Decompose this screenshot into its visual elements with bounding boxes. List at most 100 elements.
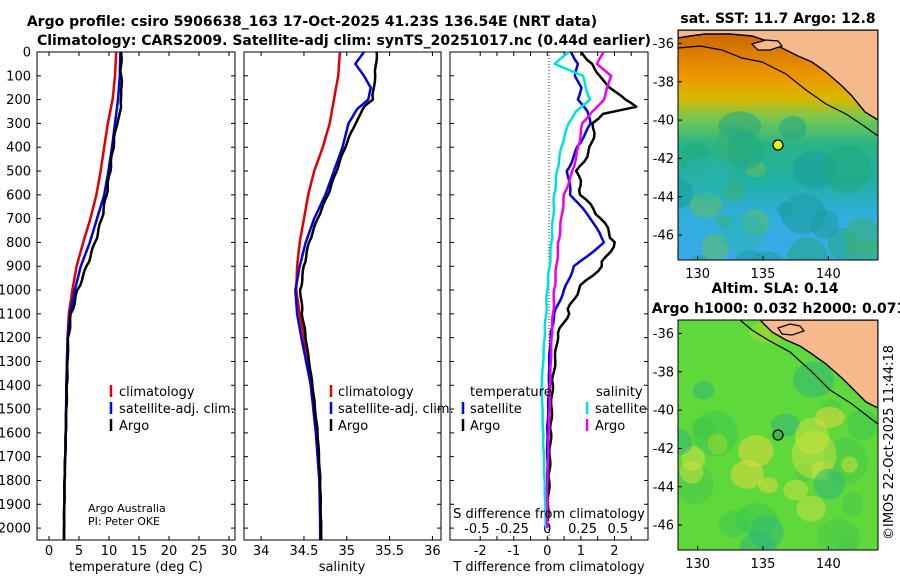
- field-patch: [844, 217, 878, 255]
- field-patch: [813, 468, 845, 500]
- field-patch: [823, 145, 871, 194]
- legend-label-s-argo: Argo: [595, 419, 625, 434]
- credit-line1: Argo Australia: [88, 502, 166, 515]
- sla-map: Altim. SLA: 0.14 Argo h1000: 0.032 h2000…: [652, 281, 900, 572]
- depth-tick-label: 1000: [0, 284, 31, 299]
- depth-tick-label: 1900: [0, 498, 31, 513]
- depth-tick-label: 1300: [0, 355, 31, 370]
- map-lat-tick-label: -42: [653, 442, 674, 457]
- s-difference-tick-label: 0: [543, 522, 551, 537]
- sla-map-axes: 130 135 140 -36 -38 -40 -42 -44 -46: [653, 327, 841, 572]
- series-line-satellite-adj-clim-: [62, 51, 122, 540]
- difference-panel: -2 -1 0 1 2 -0.5 -0.25 0 0.25 0.5 T difference f…: [449, 51, 649, 575]
- legend-label-climatology: climatology: [338, 385, 414, 400]
- sst-map-title: sat. SST: 11.7 Argo: 12.8: [680, 11, 875, 27]
- depth-tick-label: 0: [23, 46, 31, 61]
- t-difference-tick-label: 0: [543, 544, 551, 559]
- map-lat-tick-label: -42: [653, 152, 674, 167]
- temperature-tick-label: 15: [131, 544, 148, 559]
- difference-series: [540, 51, 638, 529]
- t-difference-tick-label: 1: [577, 544, 585, 559]
- salinity-tick-label: 34: [253, 544, 270, 559]
- field-patch: [679, 460, 704, 484]
- map-lon-tick-label: 135: [751, 267, 776, 282]
- legend-label-t-satellite: satellite: [470, 402, 522, 417]
- depth-tick-label: 1500: [0, 403, 31, 418]
- shelf-contour: [739, 320, 878, 425]
- legend-title-temperature: temperature: [470, 385, 552, 400]
- field-patch: [721, 213, 766, 252]
- field-patch: [814, 406, 845, 428]
- figure-title-line1: Argo profile: csiro 5906638_163 17-Oct-2…: [27, 14, 597, 30]
- field-patch: [841, 492, 863, 518]
- sst-map: sat. SST: 11.7 Argo: 12.8 130 1: [653, 11, 879, 282]
- map-lat-tick-label: -44: [653, 480, 674, 495]
- s-difference-tick-label: 0.25: [568, 522, 597, 537]
- salinity-tick-label: 35.5: [375, 544, 404, 559]
- field-patch: [749, 322, 772, 343]
- temperature-x-axis: 0 5 10 15 20 25 30: [45, 52, 237, 559]
- map-lon-tick-label: 140: [816, 267, 841, 282]
- legend-label-argo: Argo: [119, 419, 149, 434]
- salinity-panel: 34 34.5 35 35.5 36 salinity climatology sate…: [243, 51, 454, 575]
- figure-title-line2: Climatology: CARS2009. Satellite-adj cli…: [37, 33, 651, 49]
- temperature-tick-label: 30: [221, 544, 238, 559]
- field-patch: [678, 178, 694, 209]
- depth-tick-label: 100: [6, 69, 31, 84]
- field-patch: [810, 209, 839, 239]
- field-patch: [692, 381, 715, 400]
- s-difference-xlabel: S difference from climatology: [453, 507, 645, 522]
- shelf-contour: [678, 45, 878, 137]
- series-line-s-satellite: [540, 51, 592, 529]
- temperature-xlabel: temperature (deg C): [69, 560, 203, 575]
- s-difference-tick-label: -0.25: [495, 522, 529, 537]
- sst-map-frame: [677, 29, 879, 261]
- series-line-argo: [298, 51, 379, 541]
- temperature-panel: 0100200300400500600700800900100011001200…: [0, 46, 237, 576]
- field-patch: [792, 361, 835, 398]
- sst-field-variability: [678, 111, 878, 260]
- depth-tick-label: 300: [6, 117, 31, 132]
- depth-tick-label: 500: [6, 165, 31, 180]
- depth-tick-label: 1800: [0, 474, 31, 489]
- field-patch: [719, 510, 749, 538]
- difference-legend: temperature salinity satellite Argo sate…: [461, 385, 647, 434]
- depth-tick-label: 1400: [0, 379, 31, 394]
- depth-tick-label: 700: [6, 212, 31, 227]
- field-patch: [730, 460, 764, 489]
- field-patch: [707, 433, 728, 455]
- salinity-x-axis: 34 34.5 35 35.5 36: [253, 52, 441, 559]
- s-difference-tick-label: -0.5: [464, 522, 489, 537]
- map-lat-tick-label: -36: [653, 37, 674, 52]
- series-line-satellite-adj-clim-: [294, 51, 373, 540]
- t-difference-x-axis: -2 -1 0 1 2: [474, 52, 632, 559]
- map-lon-tick-label: 140: [816, 557, 841, 572]
- map-lon-tick-label: 135: [751, 557, 776, 572]
- depth-tick-label: 1700: [0, 450, 31, 465]
- field-patch: [689, 254, 708, 260]
- field-patch: [795, 417, 829, 455]
- t-difference-xlabel: T difference from climatology: [452, 560, 645, 575]
- depth-tick-label: 400: [6, 141, 31, 156]
- legend-label-argo: Argo: [338, 419, 368, 434]
- field-patch: [841, 456, 858, 473]
- salinity-series: [294, 51, 379, 541]
- depth-tick-label: 900: [6, 260, 31, 275]
- temperature-tick-label: 10: [101, 544, 118, 559]
- salinity-axes-frame: [243, 51, 442, 541]
- salinity-tick-label: 36: [424, 544, 441, 559]
- series-line-t-satellite: [545, 51, 606, 529]
- legend-label-s-satellite: satellite: [595, 402, 647, 417]
- depth-tick-label: 1100: [0, 307, 31, 322]
- field-patch: [779, 115, 807, 141]
- temperature-series: [62, 51, 124, 541]
- series-line-s-argo: [545, 51, 613, 529]
- t-difference-tick-label: -2: [474, 544, 487, 559]
- t-difference-tick-label: -1: [507, 544, 520, 559]
- map-lat-tick-label: -36: [653, 327, 674, 342]
- legend-label-satellite: satellite-adj. clim.: [119, 402, 235, 417]
- kangaroo-island: [750, 39, 784, 51]
- depth-tick-label: 600: [6, 188, 31, 203]
- field-patch: [816, 518, 860, 550]
